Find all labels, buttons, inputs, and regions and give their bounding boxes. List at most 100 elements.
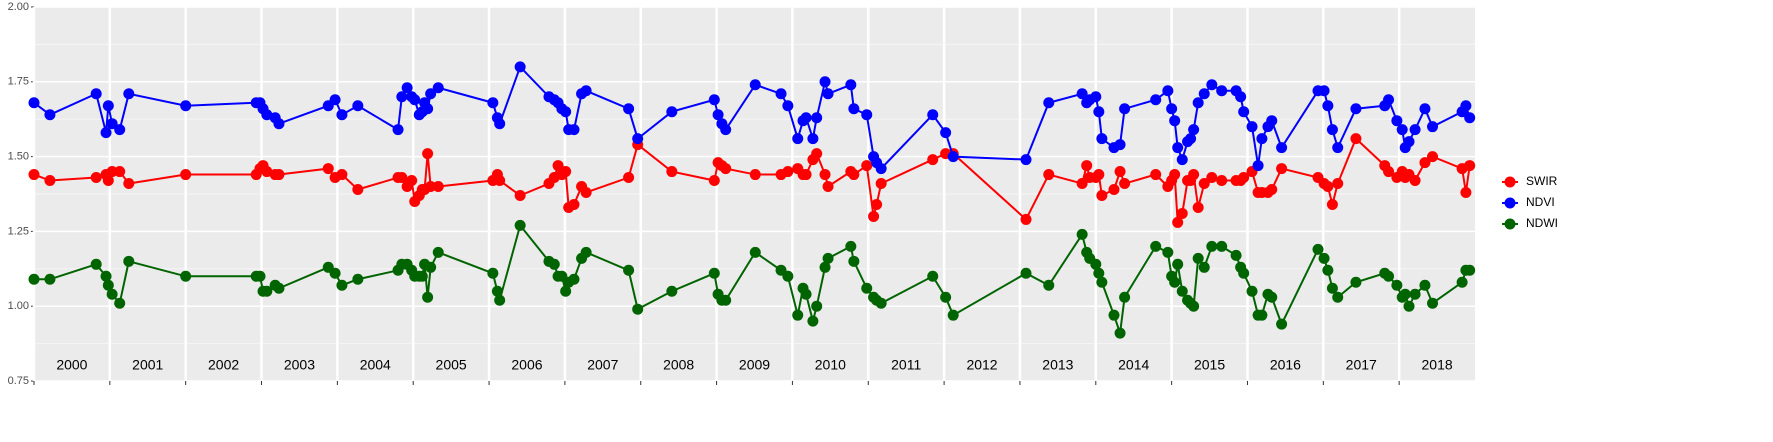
point: [1256, 133, 1268, 145]
point: [807, 133, 819, 145]
point: [1090, 91, 1102, 103]
point: [1188, 300, 1200, 312]
point: [1093, 267, 1105, 279]
point: [1206, 79, 1218, 91]
point: [1216, 175, 1228, 187]
point: [1198, 261, 1210, 273]
point: [871, 198, 883, 210]
point: [273, 169, 285, 181]
point: [261, 109, 273, 121]
point: [432, 246, 444, 258]
point: [580, 187, 592, 199]
point: [1119, 291, 1131, 303]
point: [1043, 169, 1055, 181]
point: [1464, 112, 1476, 124]
point: [822, 181, 834, 193]
point: [254, 270, 266, 282]
point: [1020, 154, 1032, 166]
point: [432, 181, 444, 193]
point: [44, 175, 56, 187]
point: [1176, 207, 1188, 219]
point: [1464, 160, 1476, 172]
legend-key: [1504, 197, 1516, 209]
point: [1172, 216, 1184, 228]
point: [1383, 270, 1395, 282]
point: [580, 85, 592, 97]
point: [1419, 103, 1431, 115]
x-tick-label: 2018: [1422, 357, 1453, 373]
point: [720, 163, 732, 175]
point: [1206, 240, 1218, 252]
point: [1114, 139, 1126, 151]
point: [819, 76, 831, 88]
legend-label: NDWI: [1526, 216, 1558, 230]
point: [1460, 100, 1472, 112]
point: [425, 261, 437, 273]
point: [819, 169, 831, 181]
point: [123, 88, 135, 100]
point: [560, 285, 572, 297]
series: [28, 133, 1476, 228]
point: [1043, 97, 1055, 109]
point: [1198, 178, 1210, 190]
point: [352, 100, 364, 112]
point: [792, 133, 804, 145]
point: [352, 273, 364, 285]
series: [28, 61, 1476, 175]
point: [1403, 136, 1415, 148]
point: [1076, 88, 1088, 100]
point: [1150, 169, 1162, 181]
point: [1391, 115, 1403, 127]
point: [494, 294, 506, 306]
point: [800, 112, 812, 124]
point: [868, 210, 880, 222]
point: [560, 166, 572, 178]
point: [422, 148, 434, 160]
point: [632, 133, 644, 145]
point: [322, 163, 334, 175]
point: [1238, 106, 1250, 118]
point: [1246, 121, 1258, 133]
point: [329, 267, 341, 279]
point: [106, 118, 118, 130]
point: [848, 255, 860, 267]
point: [1350, 103, 1362, 115]
point: [1096, 276, 1108, 288]
point: [580, 246, 592, 258]
point: [1266, 115, 1278, 127]
x-tick-label: 2002: [208, 357, 239, 373]
point: [1188, 124, 1200, 136]
point: [708, 175, 720, 187]
point: [392, 124, 404, 136]
x-tick-label: 2008: [663, 357, 694, 373]
x-tick-label: 2011: [891, 357, 921, 373]
point: [720, 294, 732, 306]
point: [514, 61, 526, 73]
point: [1114, 327, 1126, 339]
point: [1332, 291, 1344, 303]
point: [90, 88, 102, 100]
point: [100, 127, 112, 139]
point: [1383, 94, 1395, 106]
point: [708, 94, 720, 106]
point: [1119, 178, 1131, 190]
point: [775, 88, 787, 100]
x-tick-label: 2001: [132, 357, 163, 373]
point: [102, 100, 114, 112]
point: [1312, 243, 1324, 255]
point: [1093, 169, 1105, 181]
point: [1150, 94, 1162, 106]
point: [1322, 181, 1334, 193]
point: [180, 169, 192, 181]
point: [28, 97, 40, 109]
point: [28, 169, 40, 181]
point: [822, 88, 834, 100]
point: [1169, 115, 1181, 127]
point: [1162, 246, 1174, 258]
point: [875, 163, 887, 175]
point: [1192, 97, 1204, 109]
point: [1456, 276, 1468, 288]
point: [1119, 103, 1131, 115]
point: [1020, 213, 1032, 225]
point: [123, 178, 135, 190]
